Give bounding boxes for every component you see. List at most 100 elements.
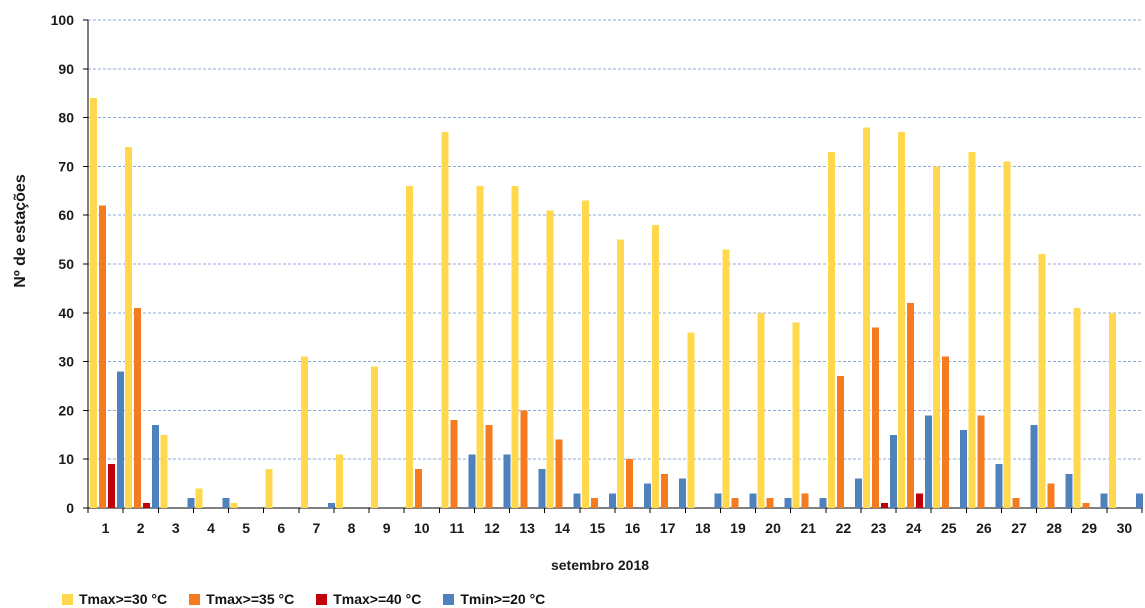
- y-tick-label: 60: [58, 207, 74, 223]
- bar: [1030, 425, 1038, 508]
- bar: [766, 498, 774, 508]
- bar: [1108, 312, 1116, 508]
- y-axis-label: Nº de estações: [12, 174, 29, 288]
- x-tick-label: 28: [1046, 520, 1062, 536]
- bar: [687, 332, 695, 508]
- legend-swatch: [62, 593, 73, 605]
- y-tick-label: 20: [58, 402, 74, 418]
- x-tick-label: 30: [1117, 520, 1133, 536]
- bar: [1082, 503, 1090, 508]
- bar: [652, 224, 660, 508]
- x-tick-label: 17: [660, 520, 676, 536]
- x-axis-label: setembro 2018: [551, 557, 649, 573]
- y-tick-label: 80: [58, 110, 74, 126]
- bar: [441, 132, 449, 509]
- bar: [520, 410, 528, 508]
- bar: [125, 146, 133, 508]
- bar: [1135, 493, 1143, 508]
- x-tick-label: 16: [625, 520, 641, 536]
- bar: [898, 132, 906, 509]
- bar: [511, 185, 519, 509]
- bar: [916, 493, 924, 508]
- x-tick-label: 4: [207, 520, 215, 536]
- x-tick-label: 22: [836, 520, 852, 536]
- bar: [485, 425, 493, 508]
- bar: [1065, 473, 1073, 508]
- bar: [300, 356, 308, 508]
- bar: [160, 434, 168, 508]
- bar: [792, 322, 800, 508]
- bar: [661, 473, 669, 508]
- legend: Tmax>=30 °C Tmax>=35 °C Tmax>=40 °C Tmin>=2…: [62, 591, 567, 607]
- bar: [819, 498, 827, 508]
- bar: [143, 503, 151, 508]
- bar: [371, 366, 379, 508]
- bar: [960, 429, 968, 508]
- bar: [907, 303, 915, 508]
- x-tick-label: 1: [102, 520, 110, 536]
- bar: [995, 464, 1003, 508]
- bar: [555, 439, 563, 508]
- bar: [1038, 254, 1046, 508]
- x-tick-label: 19: [730, 520, 746, 536]
- bar: [503, 454, 511, 508]
- bar: [573, 493, 581, 508]
- bar: [757, 312, 765, 508]
- bar: [722, 249, 730, 509]
- bar: [836, 376, 844, 508]
- bar: [581, 200, 589, 508]
- x-tick-label: 13: [519, 520, 535, 536]
- x-tick-label: 27: [1011, 520, 1027, 536]
- bar: [679, 478, 687, 508]
- bar: [108, 464, 115, 508]
- bar: [450, 420, 458, 508]
- legend-label: Tmax>=40 °C: [333, 591, 422, 607]
- x-tick-label: 29: [1082, 520, 1098, 536]
- bar: [827, 151, 835, 508]
- bar: [230, 503, 238, 508]
- bar: [134, 307, 142, 508]
- y-tick-label: 100: [51, 12, 75, 28]
- bar: [1047, 483, 1055, 508]
- bar: [538, 468, 546, 508]
- legend-swatch: [316, 593, 328, 605]
- x-tick-label: 20: [765, 520, 781, 536]
- bar: [152, 425, 160, 508]
- legend-label: Tmax>=35 °C: [206, 591, 295, 607]
- y-tick-label: 90: [58, 61, 74, 77]
- legend-item: Tmin>=20 °C: [443, 591, 545, 607]
- bar: [801, 493, 809, 508]
- bar: [117, 371, 124, 508]
- x-tick-label: 11: [449, 520, 464, 536]
- bar: [265, 468, 273, 508]
- legend-label: Tmax>=30 °C: [79, 591, 168, 607]
- y-tick-label: 40: [58, 305, 74, 321]
- y-tick-label: 10: [58, 451, 74, 467]
- legend-swatch: [443, 593, 455, 605]
- bar: [854, 478, 862, 508]
- legend-item: Tmax>=40 °C: [316, 591, 421, 607]
- x-tick-label: 15: [590, 520, 606, 536]
- x-tick-label: 8: [348, 520, 356, 536]
- x-tick-label: 21: [800, 520, 816, 536]
- bar: [327, 503, 335, 508]
- bar: [942, 356, 950, 508]
- bar: [749, 493, 757, 508]
- bar: [468, 454, 476, 508]
- bar: [784, 498, 792, 508]
- x-tick-label: 12: [484, 520, 500, 536]
- bar: [406, 185, 414, 509]
- bar: [644, 483, 651, 508]
- x-tick-label: 10: [414, 520, 430, 536]
- x-tick-label: 24: [906, 520, 922, 536]
- legend-swatch: [189, 593, 201, 605]
- bar: [1012, 498, 1020, 508]
- x-tick-label: 2: [137, 520, 145, 536]
- bar: [925, 415, 933, 508]
- legend-label: Tmin>=20 °C: [460, 591, 546, 607]
- bar: [977, 415, 985, 508]
- x-tick-label: 5: [242, 520, 250, 536]
- bar: [1073, 307, 1081, 508]
- bar: [617, 239, 624, 508]
- y-tick-label: 70: [58, 158, 74, 174]
